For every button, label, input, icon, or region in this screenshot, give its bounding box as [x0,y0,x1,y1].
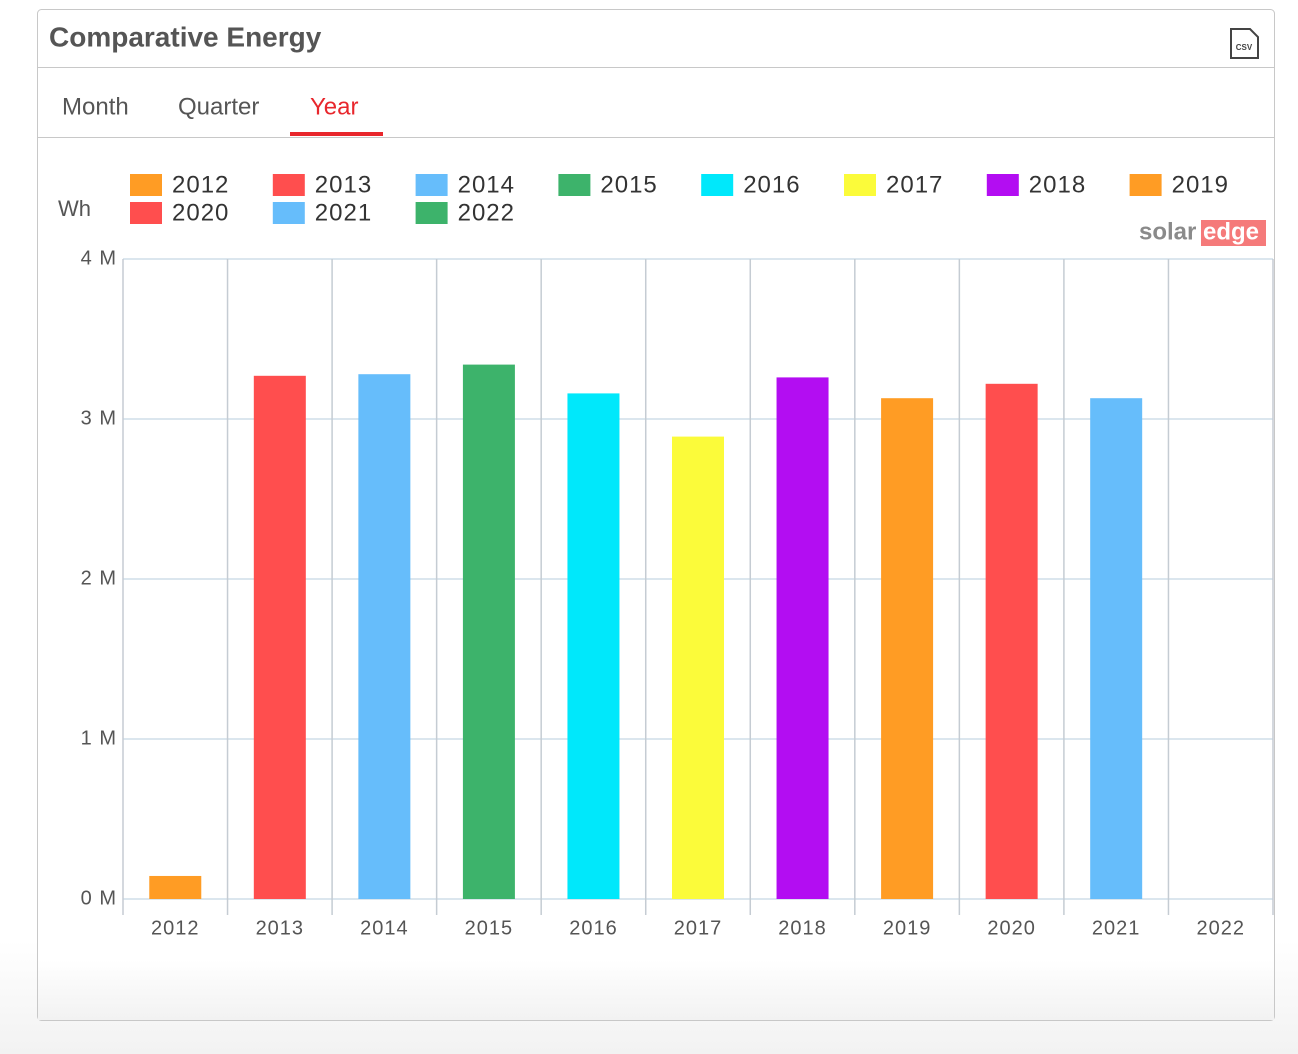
bar [358,374,411,899]
tab[interactable]: Quarter [178,93,259,120]
bar [567,393,620,899]
legend-swatch [415,202,448,224]
legend-swatch [272,174,305,196]
legend-label: 2022 [458,199,515,226]
logo: solar edge [1139,218,1266,246]
x-tick-label: 2017 [674,917,723,939]
csv-label[interactable]: CSV [1236,43,1253,52]
bar [1090,398,1143,899]
legend-label: 2021 [315,199,372,226]
panel-title: Comparative Energy [49,21,322,52]
x-tick-label: 2014 [360,917,409,939]
panel [37,9,1275,1021]
x-tick-label: 2020 [987,917,1036,939]
legend-swatch [701,174,734,196]
y-tick-label: 0 M [81,887,117,909]
legend-swatch [130,174,162,196]
legend-label: 2015 [600,171,657,198]
x-tick-label: 2021 [1092,917,1141,939]
panel-foot [38,960,1274,1020]
tab[interactable]: Month [62,93,129,120]
tab-underline [290,132,383,136]
bar [985,383,1038,899]
x-tick-label: 2018 [778,917,827,939]
legend-label: 2017 [886,171,943,198]
legend-label: 2012 [172,171,229,198]
y-tick-label: 2 M [81,567,117,589]
tabs: Month Quarter Year [62,93,383,136]
x-tick-label: 2012 [151,917,200,939]
bar [149,875,202,899]
logo-solar: solar [1139,218,1196,245]
x-tick-label: 2022 [1196,917,1245,939]
legend-label: 2016 [743,171,800,198]
y-tick-label: 4 M [81,247,117,269]
bar [462,364,515,900]
legend-label: 2019 [1172,171,1229,198]
bar [253,375,306,899]
csv-icon[interactable] [1230,28,1259,59]
legend-swatch [844,174,876,196]
legend-swatch [558,174,591,196]
bar [672,436,724,899]
legend-label: 2014 [458,171,515,198]
y-tick-label: 3 M [81,407,117,429]
legend-swatch [272,202,305,224]
legend-swatch [1129,174,1162,196]
bar [881,398,934,899]
x-tick-label: 2016 [569,917,618,939]
x-tick-label: 2019 [883,917,932,939]
x-tick-label: 2015 [465,917,514,939]
legend-label: 2013 [315,171,372,198]
y-tick-label: 1 M [81,727,117,749]
csv-button[interactable]: CSV [1230,28,1259,59]
legend-label: 2020 [172,199,229,226]
logo-edge: edge [1203,218,1259,245]
legend-swatch [415,174,448,196]
legend-swatch [986,174,1019,196]
legend-swatch [130,202,162,224]
x-tick-label: 2013 [256,917,305,939]
bar [776,377,829,899]
logo-box [1201,220,1266,246]
chart: Wh 0 M 1 M 2 M 3 M 4 M 2012 2013 2014 2015 2016 201… [58,171,1274,939]
legend-label: 2018 [1029,171,1086,198]
tab[interactable]: Year [310,93,359,120]
y-axis-label: Wh [58,196,91,221]
